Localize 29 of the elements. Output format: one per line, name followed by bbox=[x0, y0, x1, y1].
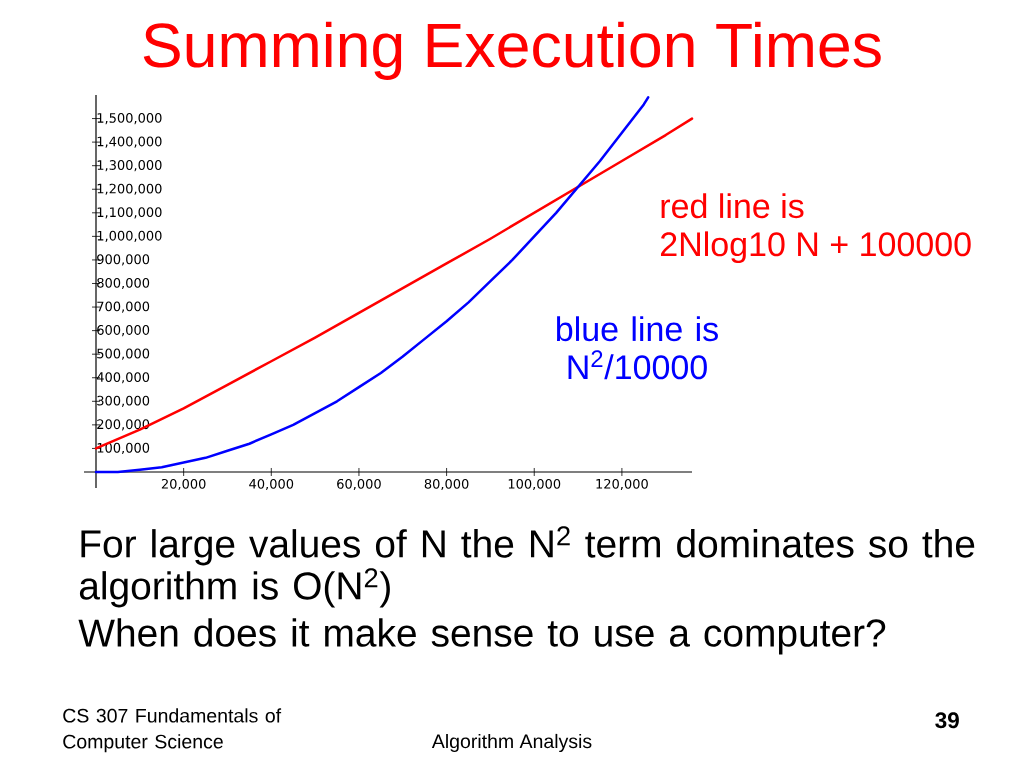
y-tick-label: 800,000 bbox=[97, 277, 150, 290]
y-tick-label: 300,000 bbox=[97, 395, 150, 407]
y-tick-label: 1,300,000 bbox=[97, 160, 162, 172]
y-tick-label: 600,000 bbox=[97, 325, 150, 337]
y-tick-label: 500,000 bbox=[97, 348, 150, 360]
x-tick-label: 60,000 bbox=[337, 478, 381, 491]
x-tick-label: 20,000 bbox=[161, 478, 206, 491]
y-tick-label: 100,000 bbox=[97, 442, 150, 455]
y-tick-label: 1,000,000 bbox=[97, 230, 162, 242]
text: When does it make sense to use a computer? bbox=[78, 618, 886, 655]
y-tick-label: 1,200,000 bbox=[97, 183, 162, 195]
x-tick-label: 100,000 bbox=[508, 478, 561, 491]
y-tick-label: 1,400,000 bbox=[97, 136, 162, 148]
x-tick-label: 120,000 bbox=[596, 478, 648, 491]
y-tick-label: 1,100,000 bbox=[97, 207, 162, 219]
x-tick-label: 80,000 bbox=[424, 478, 469, 491]
y-tick-label: 700,000 bbox=[97, 301, 150, 313]
text: blue line is N$^{2}$/10000 bbox=[556, 316, 718, 380]
chart-title: Summing Execution Times bbox=[143, 21, 881, 80]
text: Algorithm Analysis bbox=[431, 733, 592, 753]
series-label: red line is 2Nlog10 N + 100000 bbox=[660, 193, 971, 264]
text: For large values of N the N$^{2}$ term dominates so the algorithm is O(N$^{2}$) bbox=[79, 526, 975, 608]
y-tick-label: 900,000 bbox=[97, 254, 150, 266]
text: CS 307 Fundamentals of Computer Science bbox=[63, 708, 282, 753]
x-tick-label: 40,000 bbox=[249, 478, 294, 491]
y-tick-label: 1,500,000 bbox=[97, 112, 162, 125]
text: 39 bbox=[935, 712, 959, 729]
y-tick-label: 400,000 bbox=[96, 372, 150, 384]
y-tick-label: 200,000 bbox=[97, 419, 150, 431]
